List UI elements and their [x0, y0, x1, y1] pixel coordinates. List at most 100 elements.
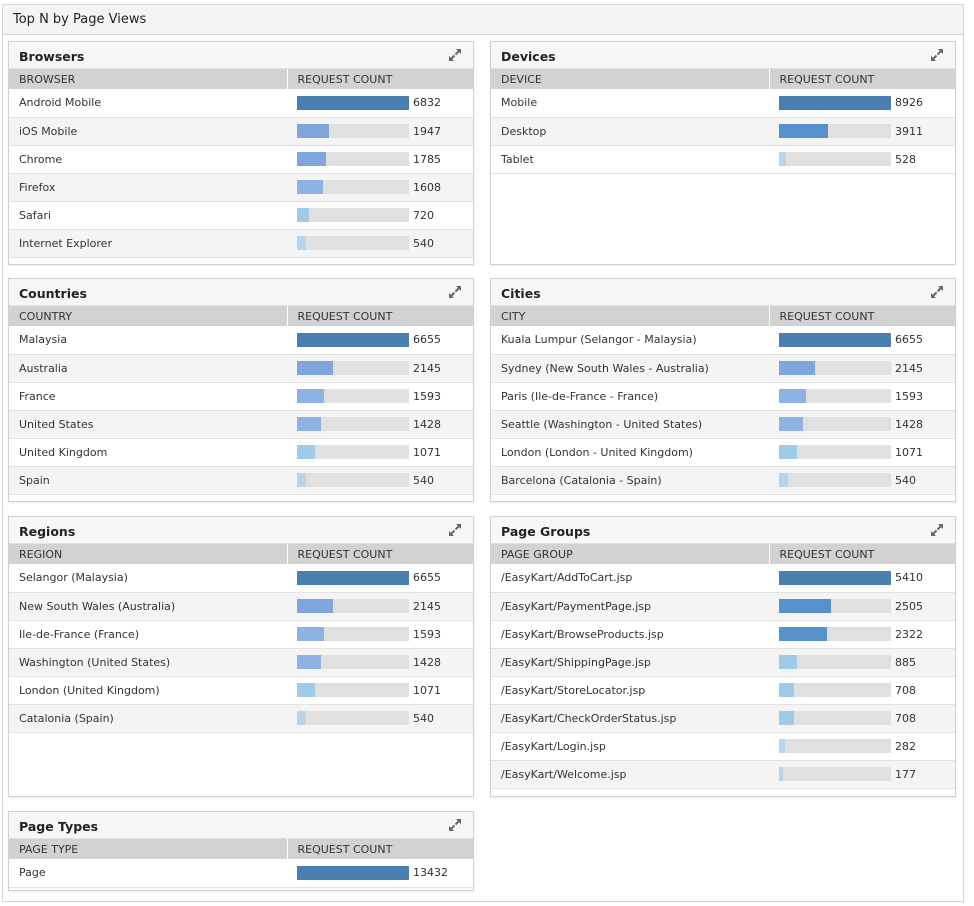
column-header-request-count[interactable]: REQUEST COUNT — [287, 839, 473, 859]
widget-header: Browsers — [9, 42, 473, 69]
expand-icon[interactable] — [447, 817, 463, 833]
table-row: /EasyKart/StoreLocator.jsp 708 — [491, 676, 955, 704]
request-count-cell: 2322 — [769, 620, 955, 648]
column-header-name[interactable]: PAGE GROUP — [491, 544, 770, 564]
request-count-value: 1947 — [413, 124, 441, 138]
request-count-value: 1428 — [413, 417, 441, 431]
row-name: Page — [19, 866, 46, 880]
column-header-name[interactable]: REGION — [9, 544, 288, 564]
table-row: Washington (United States) 1428 — [9, 648, 473, 676]
expand-icon[interactable] — [929, 47, 945, 63]
request-count-value: 708 — [895, 683, 916, 697]
column-header-request-count[interactable]: REQUEST COUNT — [769, 306, 955, 326]
column-header-name[interactable]: COUNTRY — [9, 306, 288, 326]
row-name: /EasyKart/Login.jsp — [501, 739, 606, 753]
row-name: London (United Kingdom) — [19, 683, 160, 697]
request-count-cell: 708 — [769, 676, 955, 704]
bar-fill — [297, 236, 306, 250]
bar-track — [779, 599, 891, 613]
column-header-name[interactable]: CITY — [491, 306, 770, 326]
request-count-cell: 6655 — [769, 326, 955, 354]
column-header-request-count[interactable]: REQUEST COUNT — [287, 69, 473, 89]
request-count-cell: 1785 — [287, 145, 473, 173]
row-name: Ile-de-France (France) — [19, 627, 139, 641]
bar-fill — [297, 332, 409, 347]
widget-devices: Devices DEVICE REQUEST COUNT Mobile 8926 Desk… — [490, 41, 956, 265]
row-name: Chrome — [19, 152, 63, 166]
request-count-cell: 540 — [287, 704, 473, 732]
request-count-cell: 540 — [287, 229, 473, 257]
top-n-page-views-panel: Top N by Page Views Browsers BROWSER REQUE… — [2, 4, 964, 902]
table-row: Spain 540 — [9, 466, 473, 494]
table-row: Seattle (Washington - United States) 1428 — [491, 410, 955, 438]
request-count-value: 1608 — [413, 180, 441, 194]
bar-fill — [297, 683, 316, 697]
bar-fill — [297, 417, 322, 431]
request-count-value: 1071 — [413, 683, 441, 697]
table-row: Page 13432 — [9, 859, 473, 887]
request-count-cell: 885 — [769, 648, 955, 676]
bar-fill — [297, 180, 324, 194]
row-name: /EasyKart/StoreLocator.jsp — [501, 683, 646, 697]
column-header-name[interactable]: BROWSER — [9, 69, 288, 89]
expand-icon[interactable] — [447, 522, 463, 538]
request-count-cell: 6655 — [287, 564, 473, 592]
request-count-value: 6655 — [413, 333, 441, 347]
widget-browsers: Browsers BROWSER REQUEST COUNT Android Mobi… — [8, 41, 474, 265]
page-title: Top N by Page Views — [3, 5, 963, 35]
data-table: PAGE TYPE REQUEST COUNT Page 13432 — [9, 839, 473, 888]
column-header-request-count[interactable]: REQUEST COUNT — [287, 306, 473, 326]
request-count-value: 1071 — [413, 445, 441, 459]
data-table: BROWSER REQUEST COUNT Android Mobile 6832 iO… — [9, 69, 473, 258]
bar-track — [779, 767, 891, 781]
data-table: COUNTRY REQUEST COUNT Malaysia 6655 Australi… — [9, 306, 473, 495]
row-name: Kuala Lumpur (Selangor - Malaysia) — [501, 333, 697, 347]
widget-header: Countries — [9, 279, 473, 306]
column-header-name[interactable]: PAGE TYPE — [9, 839, 288, 859]
request-count-cell: 1593 — [287, 382, 473, 410]
request-count-value: 708 — [895, 711, 916, 725]
bar-fill — [297, 389, 324, 403]
expand-icon[interactable] — [447, 47, 463, 63]
row-name: /EasyKart/AddToCart.jsp — [501, 571, 633, 585]
bar-fill — [779, 599, 831, 613]
row-name: Firefox — [19, 180, 56, 194]
request-count-cell: 720 — [287, 201, 473, 229]
widget-title: Regions — [19, 524, 76, 539]
row-name: London (London - United Kingdom) — [501, 445, 693, 459]
expand-icon[interactable] — [447, 284, 463, 300]
row-name: United States — [19, 417, 94, 431]
table-row: Internet Explorer 540 — [9, 229, 473, 257]
table-row: Australia 2145 — [9, 354, 473, 382]
bar-fill — [779, 389, 806, 403]
data-table: PAGE GROUP REQUEST COUNT/EasyKart/AddToCa… — [491, 544, 955, 789]
column-header-request-count[interactable]: REQUEST COUNT — [769, 544, 955, 564]
table-row: Android Mobile 6832 — [9, 89, 473, 117]
column-header-name[interactable]: DEVICE — [491, 69, 770, 89]
data-table: REGION REQUEST COUNT Selangor (Malaysia) 66… — [9, 544, 473, 733]
expand-icon[interactable] — [929, 522, 945, 538]
table-row: Firefox 1608 — [9, 173, 473, 201]
row-name: Android Mobile — [19, 96, 102, 110]
bar-fill — [779, 767, 783, 781]
bar-track — [779, 152, 891, 166]
request-count-value: 13432 — [413, 866, 448, 880]
bar-fill — [779, 570, 891, 585]
expand-icon[interactable] — [929, 284, 945, 300]
request-count-value: 885 — [895, 655, 916, 669]
bar-fill — [297, 473, 307, 487]
table-row: /EasyKart/ShippingPage.jsp 885 — [491, 648, 955, 676]
request-count-cell: 708 — [769, 704, 955, 732]
request-count-value: 1593 — [895, 389, 923, 403]
table-row: London (London - United Kingdom) 1071 — [491, 438, 955, 466]
row-name: Malaysia — [19, 333, 68, 347]
widget-title: Page Groups — [501, 524, 591, 539]
column-header-request-count[interactable]: REQUEST COUNT — [769, 69, 955, 89]
bar-fill — [297, 655, 322, 669]
request-count-cell: 282 — [769, 732, 955, 760]
row-name: Internet Explorer — [19, 236, 112, 250]
bar-track — [297, 332, 409, 347]
column-header-request-count[interactable]: REQUEST COUNT — [287, 544, 473, 564]
bar-fill — [779, 473, 789, 487]
bar-track — [297, 208, 409, 222]
